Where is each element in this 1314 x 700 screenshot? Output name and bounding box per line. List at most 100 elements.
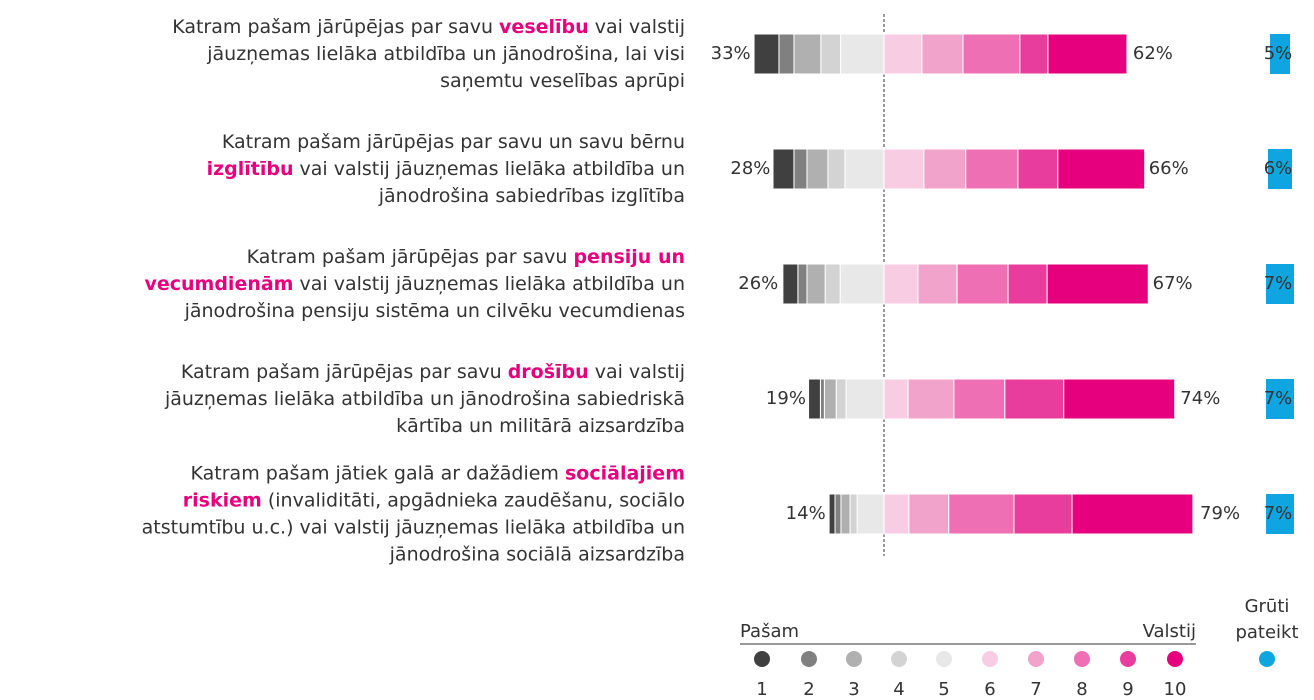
- legend-swatch: [982, 651, 998, 667]
- legend-label: 1: [756, 679, 767, 700]
- undecided-label: 7%: [1264, 273, 1293, 294]
- bar-segment: [819, 378, 825, 420]
- question-text: saņemtu veselības aprūpi: [440, 70, 685, 92]
- bar-segment: [824, 263, 841, 305]
- bar-segment: [1057, 148, 1146, 190]
- right-total-label: 62%: [1133, 43, 1173, 64]
- bar-segment: [923, 148, 967, 190]
- bar-segment: [883, 378, 909, 420]
- bar-segment: [772, 148, 795, 190]
- bar-segment: [823, 378, 837, 420]
- right-total-label: 74%: [1180, 388, 1220, 409]
- legend-swatch: [891, 651, 907, 667]
- bar-segment: [793, 148, 808, 190]
- bar-segment: [883, 148, 925, 190]
- question-line: jānodrošina sociālā aizsardzība: [389, 543, 685, 565]
- legend-swatch: [1167, 651, 1183, 667]
- legend-label: 4: [893, 679, 904, 700]
- question-line: riskiem (invaliditāti, apgādnieka zaudēš…: [183, 489, 685, 511]
- bar-segment: [753, 33, 780, 75]
- bar-segment: [1019, 33, 1049, 75]
- bar-segment: [1013, 493, 1073, 535]
- bar-segment: [908, 493, 950, 535]
- question-emphasis: veselību: [499, 16, 589, 38]
- question-emphasis: riskiem: [183, 489, 262, 511]
- question-text: jānodrošina pensiju sistēma un cilvēku v…: [184, 300, 685, 322]
- legend-right-label: Valstij: [1143, 621, 1196, 642]
- question-text: vai valstij jāuzņemas lielāka atbildība …: [293, 158, 685, 180]
- legend-label: 9: [1122, 679, 1133, 700]
- bar-segment: [1007, 263, 1048, 305]
- undecided-bar: [1266, 264, 1294, 304]
- bar-segment: [1071, 493, 1194, 535]
- question-emphasis: sociālajiem: [565, 462, 685, 484]
- question-line: jāuzņemas lielāka atbildība un jānodroši…: [164, 388, 685, 410]
- question-line: Katram pašam jārūpējas par savu pensiju …: [247, 246, 685, 268]
- question-line: jāuzņemas lielāka atbildība un jānodroši…: [206, 43, 685, 65]
- question-text: atstumtību u.c.) vai valstij jāuzņemas l…: [142, 516, 685, 538]
- bar-segment: [782, 263, 799, 305]
- bar-segment: [1047, 33, 1128, 75]
- question-line: Katram pašam jārūpējas par savu veselību…: [172, 16, 685, 38]
- undecided-bar: [1266, 494, 1294, 534]
- bar-segment: [844, 148, 885, 190]
- question-text: jāuzņemas lielāka atbildība un jānodroši…: [164, 388, 685, 410]
- left-total-label: 14%: [786, 503, 826, 524]
- bar-segment: [806, 263, 826, 305]
- legend-label: 5: [938, 679, 949, 700]
- bar-segment: [883, 263, 919, 305]
- bar-segment: [1004, 378, 1065, 420]
- legend-label: 10: [1164, 679, 1187, 700]
- question-text: Katram pašam jātiek galā ar dažādiem: [191, 462, 565, 484]
- question-text: jānodrošina sabiedrības izglītība: [378, 185, 685, 207]
- question-line: atstumtību u.c.) vai valstij jāuzņemas l…: [142, 516, 685, 538]
- left-total-label: 33%: [711, 43, 751, 64]
- bar-segment: [808, 378, 821, 420]
- legend-label: 2: [803, 679, 814, 700]
- bar-segment: [953, 378, 1006, 420]
- undecided-bar: [1270, 34, 1290, 74]
- left-total-label: 28%: [730, 158, 770, 179]
- bar-segment: [778, 33, 795, 75]
- question-line: jānodrošina pensiju sistēma un cilvēku v…: [184, 300, 685, 322]
- right-total-label: 66%: [1149, 158, 1189, 179]
- question-line: jānodrošina sabiedrības izglītība: [378, 185, 685, 207]
- legend-label: 6: [984, 679, 995, 700]
- bar-segment: [840, 33, 885, 75]
- bar-segment: [845, 378, 885, 420]
- bar-segment: [797, 263, 808, 305]
- right-total-label: 67%: [1153, 273, 1193, 294]
- question-line: kārtība un militārā aizsardzība: [396, 415, 685, 437]
- legend-swatch: [936, 651, 952, 667]
- legend-label: 3: [848, 679, 859, 700]
- undecided-label: 7%: [1264, 388, 1293, 409]
- question-text: Katram pašam jārūpējas par savu: [172, 16, 499, 38]
- legend-swatch: [1259, 651, 1275, 667]
- bar-segment: [856, 493, 885, 535]
- legend-swatch: [1074, 651, 1090, 667]
- question-text: Katram pašam jārūpējas par savu un savu …: [222, 131, 685, 153]
- left-total-label: 26%: [738, 273, 778, 294]
- legend-swatch: [846, 651, 862, 667]
- bar-segment: [820, 33, 842, 75]
- bar-segment: [883, 493, 910, 535]
- bar-segment: [793, 33, 822, 75]
- bar-segment: [839, 263, 885, 305]
- bar-segment: [1046, 263, 1149, 305]
- bar-segment: [849, 493, 858, 535]
- bar-segment: [948, 493, 1015, 535]
- question-text: (invaliditāti, apgādnieka zaudēšanu, soc…: [262, 489, 685, 511]
- right-total-label: 79%: [1200, 503, 1240, 524]
- question-line: vecumdienām vai valstij jāuzņemas lielāk…: [144, 273, 685, 295]
- bar-segment: [921, 33, 964, 75]
- question-emphasis: izglītību: [207, 158, 294, 180]
- bar-segment: [835, 378, 847, 420]
- question-emphasis: drošību: [508, 361, 589, 383]
- question-text: Katram pašam jārūpējas par savu: [181, 361, 508, 383]
- bar-segment: [840, 493, 851, 535]
- bar-segment: [907, 378, 955, 420]
- question-text: jānodrošina sociālā aizsardzība: [389, 543, 685, 565]
- question-text: vai valstij: [589, 16, 685, 38]
- question-text: vai valstij jāuzņemas lielāka atbildība …: [293, 273, 685, 295]
